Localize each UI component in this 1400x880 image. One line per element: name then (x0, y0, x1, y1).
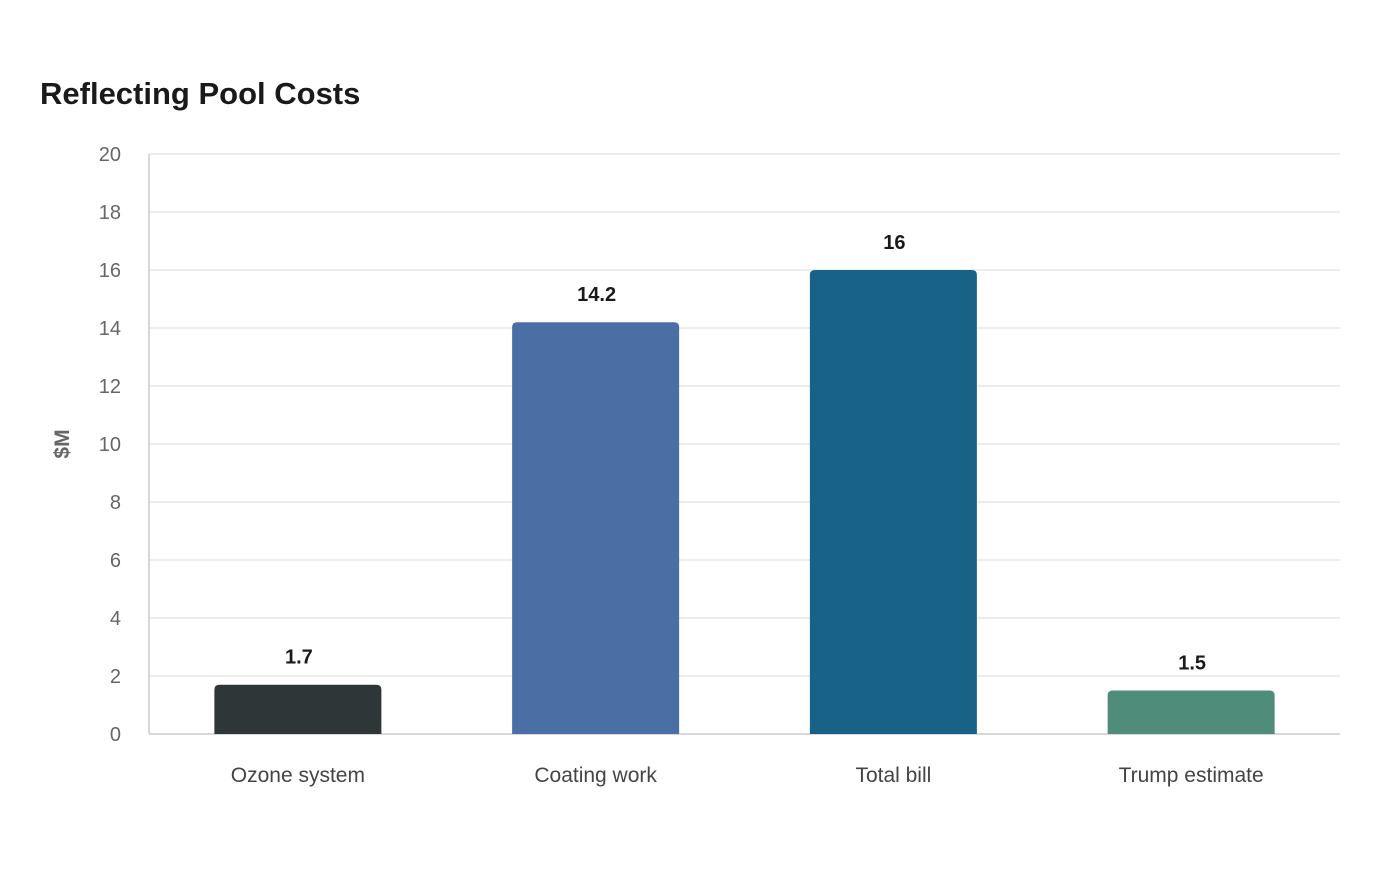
category-label: Trump estimate (1119, 764, 1264, 787)
category-labels: Ozone system Coating work Total bill Trump … (231, 764, 1264, 787)
category-label: Total bill (855, 764, 931, 787)
y-tick-label: 20 (99, 144, 121, 166)
bar-value-label: 1.7 (285, 647, 313, 669)
value-labels: 1.7 14.2 16 1.5 (285, 232, 1206, 675)
y-tick-label: 18 (99, 202, 121, 224)
y-tick-label: 0 (110, 724, 121, 746)
y-tick-label: 4 (110, 608, 121, 630)
chart-title: Reflecting Pool Costs (40, 76, 361, 111)
y-tick-label: 10 (99, 434, 121, 456)
y-tick-label: 2 (110, 666, 121, 688)
y-tick-label: 8 (110, 492, 121, 514)
bar-value-label: 1.5 (1178, 653, 1206, 675)
bar (1107, 690, 1275, 734)
y-axis-title: $M (51, 429, 74, 458)
y-tick-label: 16 (99, 260, 121, 282)
bar (214, 684, 382, 734)
bar-value-label: 16 (883, 232, 905, 254)
y-tick-labels: 0 2 4 6 8 10 12 14 16 18 20 (99, 144, 121, 746)
bar-value-label: 14.2 (577, 284, 616, 306)
y-tick-label: 12 (99, 376, 121, 398)
bar (809, 270, 977, 734)
category-label: Coating work (534, 764, 657, 787)
y-tick-label: 14 (99, 318, 121, 340)
bars (214, 270, 1275, 734)
category-label: Ozone system (231, 764, 365, 787)
bar (512, 322, 680, 734)
y-tick-label: 6 (110, 550, 121, 572)
gridlines (149, 153, 1340, 677)
